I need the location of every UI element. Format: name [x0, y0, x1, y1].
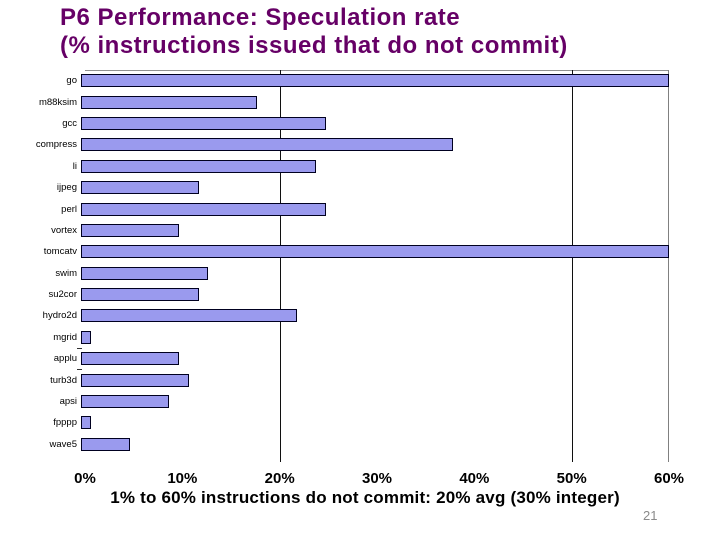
chart-row: gcc	[0, 113, 669, 134]
x-axis-tick-label: 20%	[264, 470, 295, 487]
chart-row: m88ksim	[0, 91, 669, 112]
category-label: su2cor	[48, 289, 77, 301]
title-line-1: P6 Performance: Speculation rate	[60, 4, 461, 31]
bar-track	[81, 138, 669, 152]
bar-track	[81, 74, 669, 88]
chart-row: tomcatv	[0, 241, 669, 262]
bar	[81, 437, 130, 451]
x-axis-tick-label: 10%	[167, 470, 198, 487]
x-axis-tick-label: 30%	[361, 470, 393, 487]
chart-row: go	[0, 70, 669, 91]
plot-area	[85, 70, 669, 462]
category-label: li	[72, 160, 77, 172]
bar-track	[81, 288, 669, 302]
bar-rows: go m88ksim gcc compress li ijpeg perl vortex tom…	[0, 70, 669, 455]
bar-track	[81, 245, 669, 259]
x-axis-tick-label: 50%	[556, 470, 587, 487]
category-label: gcc	[62, 117, 77, 129]
bar	[81, 245, 669, 259]
chart-row: swim	[0, 263, 669, 284]
bar	[81, 202, 326, 216]
chart-row: hydro2d	[0, 305, 669, 326]
category-label: fpppp	[53, 417, 77, 429]
bar-track	[81, 266, 669, 280]
category-label: m88ksim	[38, 96, 77, 108]
bar	[81, 223, 179, 237]
category-label: perl	[61, 203, 77, 215]
chart-row: mgrid	[0, 327, 669, 348]
bar	[81, 330, 91, 344]
x-axis-tick-label: 40%	[459, 470, 490, 487]
gridline	[571, 70, 573, 462]
bar-track	[81, 181, 669, 195]
bar-track	[81, 437, 669, 451]
chart-row: applu	[0, 348, 669, 369]
bar	[81, 395, 170, 409]
category-label: compress	[35, 139, 77, 151]
plot-border-right	[668, 70, 669, 462]
category-label: apsi	[59, 396, 77, 408]
category-label: mgrid	[53, 331, 77, 343]
bar-track	[81, 159, 669, 173]
x-axis-tick-label: 60%	[653, 470, 685, 487]
bar-track	[81, 416, 669, 430]
chart-row: ijpeg	[0, 177, 669, 198]
category-label: go	[66, 75, 77, 87]
plot-border-top	[85, 70, 669, 71]
bar	[81, 95, 258, 109]
x-axis-tick-label: 0%	[74, 470, 96, 487]
title-line-2: (% instructions issued that do not commi…	[60, 32, 568, 59]
bar	[81, 288, 199, 302]
chart-row: su2cor	[0, 284, 669, 305]
bar	[81, 373, 189, 387]
category-label: turb3d	[50, 374, 77, 386]
category-label: tomcatv	[43, 246, 77, 258]
category-label: applu	[53, 353, 77, 365]
slide-title: P6 Performance: Speculation rate (% inst…	[60, 4, 568, 60]
category-label: swim	[55, 267, 77, 279]
category-label: hydro2d	[42, 310, 77, 322]
chart-row: li	[0, 156, 669, 177]
bar-track	[81, 116, 669, 130]
bar-track	[81, 395, 669, 409]
category-axis-tick	[77, 369, 82, 370]
bar-track	[81, 309, 669, 323]
bar-track	[81, 352, 669, 366]
bar	[81, 74, 669, 88]
speculation-rate-bar-chart: go m88ksim gcc compress li ijpeg perl vortex tom…	[0, 70, 720, 462]
chart-row: vortex	[0, 220, 669, 241]
category-axis-tick	[77, 348, 82, 349]
bar	[81, 116, 326, 130]
chart-row: apsi	[0, 391, 669, 412]
category-label: ijpeg	[56, 182, 77, 194]
bar-track	[81, 330, 669, 344]
category-label: wave5	[49, 438, 77, 450]
bar-track	[81, 95, 669, 109]
bar	[81, 416, 91, 430]
bar-track	[81, 223, 669, 237]
bar	[81, 138, 454, 152]
bar	[81, 159, 317, 173]
chart-row: turb3d	[0, 369, 669, 390]
bar	[81, 266, 209, 280]
bar-track	[81, 202, 669, 216]
page-number: 21	[643, 508, 658, 523]
category-label: vortex	[51, 224, 77, 236]
chart-row: perl	[0, 198, 669, 219]
x-axis-tick-labels: 0% 10% 20% 30% 40% 50% 60%	[0, 470, 720, 488]
bar-track	[81, 373, 669, 387]
chart-row: wave5	[0, 434, 669, 455]
chart-caption: 1% to 60% instructions do not commit: 20…	[110, 488, 620, 507]
bar	[81, 181, 199, 195]
chart-row: fpppp	[0, 412, 669, 433]
chart-row: compress	[0, 134, 669, 155]
bar	[81, 352, 179, 366]
gridline	[279, 70, 281, 462]
bar	[81, 309, 297, 323]
